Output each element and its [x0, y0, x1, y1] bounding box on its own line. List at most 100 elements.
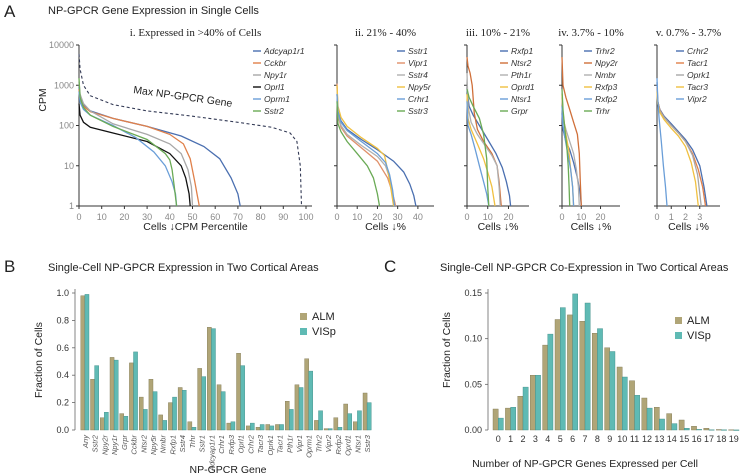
x-tick-label: 0: [76, 212, 81, 222]
legend-label-rxfp1: Rxfp1: [511, 46, 533, 56]
bar-visp-1: [510, 407, 517, 431]
legend-label-ntsr2: Ntsr2: [511, 58, 532, 68]
bar-visp-oprl1: [240, 365, 245, 431]
x-tick-label: Npy1r: [110, 435, 119, 456]
x-tick-label: 10: [576, 212, 586, 222]
series-line-cckbr: [78, 89, 200, 207]
x-tick-label: Sstr3: [363, 434, 372, 452]
legend-label-alm: ALM: [312, 311, 335, 323]
x-tick-label: 1: [508, 434, 513, 444]
x-tick-label: Vipr1: [295, 435, 304, 452]
panel-c-bar-chart: 0.000.050.100.150 1 2 3 4 5 6 7 8 9 10 11 12 13 14 15 16…: [464, 288, 740, 444]
bar-alm-16: [691, 426, 697, 431]
bar-visp-tacr1: [279, 424, 284, 431]
bar-visp-rxfp1: [172, 396, 177, 431]
x-tick-label: 11: [630, 434, 639, 444]
x-tick-label: Rxfp1: [168, 435, 177, 455]
series-line-npy2r: [561, 57, 582, 207]
legend-label-visp: VISp: [687, 330, 711, 342]
x-tick-label: 20: [503, 212, 513, 222]
legend-label-visp: VISp: [312, 326, 336, 338]
bar-visp-11: [634, 395, 640, 431]
series-line-npy1r: [78, 82, 194, 207]
bar-alm-cckbr: [129, 362, 134, 431]
legend-label-nmbr: Nmbr: [595, 70, 617, 80]
subplot-title: v. 0.7% - 3.7%: [656, 27, 721, 39]
x-tick-label: 90: [278, 212, 288, 222]
x-axis-label: Cells ↓%: [365, 221, 406, 233]
legend-label-alm: ALM: [687, 315, 710, 327]
x-tick-label: 20: [372, 212, 382, 222]
bar-visp-sstr1: [201, 376, 206, 431]
bar-visp-4: [547, 333, 554, 431]
x-tick-label: 8: [595, 434, 600, 444]
bar-alm-ntsr1: [353, 421, 358, 431]
bar-visp-3: [535, 375, 541, 431]
x-tick-label: 0: [334, 212, 339, 222]
bar-visp-5: [560, 307, 566, 431]
bar-visp-18: [721, 429, 727, 431]
panel-c-xlabel: Number of NP-GPCR Genes Expressed per Ce…: [472, 458, 698, 470]
y-tick-label: 0.4: [56, 370, 69, 380]
x-tick-label: 0: [559, 212, 564, 222]
bar-alm-5: [554, 319, 561, 431]
bar-visp-cckbr: [133, 351, 138, 431]
bar-alm-15: [678, 419, 685, 431]
bar-alm-17: [703, 428, 710, 431]
x-tick-label: 16: [692, 434, 702, 444]
subplot-2: ii. 21% - 40% 0 10 20 30 40 Cells ↓% Sstr1 Vipr1…: [334, 27, 434, 233]
panel-b-ylabel: Fraction of Cells: [33, 322, 45, 398]
bar-visp-trhr: [191, 427, 197, 431]
bar-alm-rxfp3: [226, 422, 232, 431]
series-line-trhr: [561, 89, 571, 207]
bar-alm-vipr1: [294, 384, 300, 431]
bar-alm-adcyap1r1: [207, 327, 212, 431]
x-tick-label: Npy5r: [149, 435, 158, 456]
panel-b-xlabel: NP-GPCR Gene: [189, 464, 266, 476]
bar-alm-3: [530, 375, 536, 431]
series-line-sstr4: [336, 87, 396, 207]
x-tick-label: Nmbr: [159, 435, 168, 454]
bar-visp-trhr2: [318, 410, 323, 431]
bar-alm-npy2r: [99, 417, 105, 431]
x-tick-label: 4: [545, 434, 550, 444]
x-tick-label: 70: [233, 212, 243, 222]
bar-visp-tacr3: [259, 424, 265, 431]
x-tick-label: 1: [669, 212, 674, 222]
legend-label-sstr4: Sstr4: [408, 70, 428, 80]
legend-label-vipr1: Vipr1: [408, 58, 428, 68]
bar-visp-crhr2: [250, 422, 255, 431]
legend-label-oprk1: Oprk1: [687, 70, 710, 80]
bar-alm-trhr2: [314, 420, 319, 431]
bar-visp-oprk1: [269, 425, 275, 431]
bar-visp-rxfp3: [230, 421, 236, 431]
series-line-tacr1: [656, 87, 707, 207]
x-tick-label: 60: [210, 212, 220, 222]
x-tick-label: Adcyap1r1: [207, 435, 216, 472]
bar-visp-pth1r: [289, 409, 294, 431]
x-tick-label: 7: [582, 434, 587, 444]
legend-label-crhr1: Crhr1: [408, 94, 430, 104]
x-tick-label: 13: [654, 434, 664, 444]
series-line-crhr1: [336, 94, 396, 207]
bar-alm-pth1r: [285, 401, 290, 431]
legend-label-rxfp3: Rxfp3: [595, 82, 617, 92]
bar-alm-9: [604, 347, 610, 431]
x-tick-label: 10: [352, 212, 362, 222]
bar-visp-ntsr2: [143, 409, 148, 431]
series-line-oprl1: [78, 103, 191, 207]
bar-visp-15: [684, 428, 690, 431]
legend-swatch-visp: [675, 332, 682, 339]
bar-visp-npy2r: [104, 412, 109, 431]
bar-visp-oprd1: [347, 413, 353, 431]
bar-alm-sstr3: [362, 392, 368, 431]
x-axis-label: Cells ↓CPM Percentile: [143, 221, 248, 233]
x-tick-label: 14: [667, 434, 677, 444]
x-tick-label: Oprk1: [266, 435, 275, 455]
x-tick-label: 10: [483, 212, 493, 222]
panel-c-title: Single-Cell NP-GPCR Co-Expression in Two…: [440, 262, 729, 274]
x-tick-label: 30: [393, 212, 403, 222]
x-tick-label: 19: [729, 434, 739, 444]
x-tick-label: Rxfp2: [334, 434, 343, 454]
